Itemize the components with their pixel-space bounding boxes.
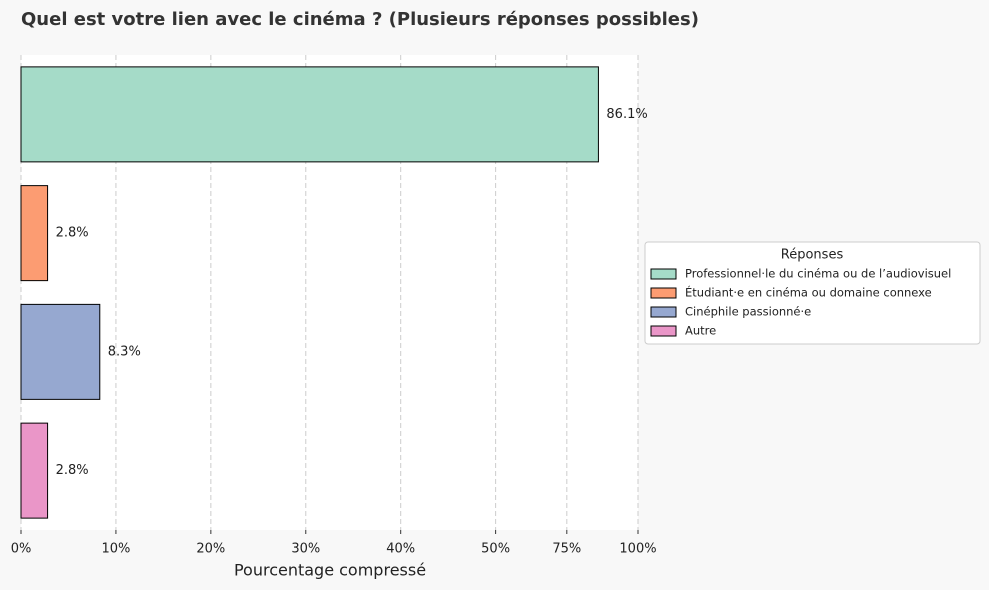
legend: [644, 241, 981, 345]
bar: [20, 303, 101, 400]
legend-swatch: [650, 325, 677, 337]
x-tick-label: 0%: [11, 542, 32, 557]
legend-swatch: [650, 268, 677, 280]
legend-label: Étudiant·e en cinéma ou domaine connexe: [685, 285, 932, 300]
legend-label: Professionnel·le du cinéma ou de l’audio…: [685, 267, 951, 281]
legend-swatch: [650, 306, 677, 318]
x-tick-label: 20%: [196, 542, 225, 557]
x-tick-label: 30%: [291, 542, 320, 557]
x-tick-label: 10%: [101, 542, 130, 557]
x-tick-label: 40%: [386, 542, 415, 557]
x-tick-label: 100%: [619, 542, 656, 557]
value-label: 8.3%: [108, 344, 141, 359]
legend-swatch: [650, 287, 677, 299]
bar: [20, 66, 599, 163]
x-axis-label: Pourcentage compressé: [234, 561, 426, 580]
legend-title: Réponses: [781, 248, 844, 263]
chart-title: Quel est votre lien avec le cinéma ? (Pl…: [21, 9, 699, 30]
value-label: 86.1%: [606, 107, 647, 122]
value-label: 2.8%: [56, 463, 89, 478]
x-tick-label: 75%: [552, 542, 581, 557]
value-label: 2.8%: [56, 226, 89, 241]
bar: [20, 185, 49, 282]
x-tick-label: 50%: [481, 542, 510, 557]
bar: [20, 422, 49, 519]
legend-label: Cinéphile passionné·e: [685, 305, 811, 319]
legend-label: Autre: [685, 324, 716, 338]
